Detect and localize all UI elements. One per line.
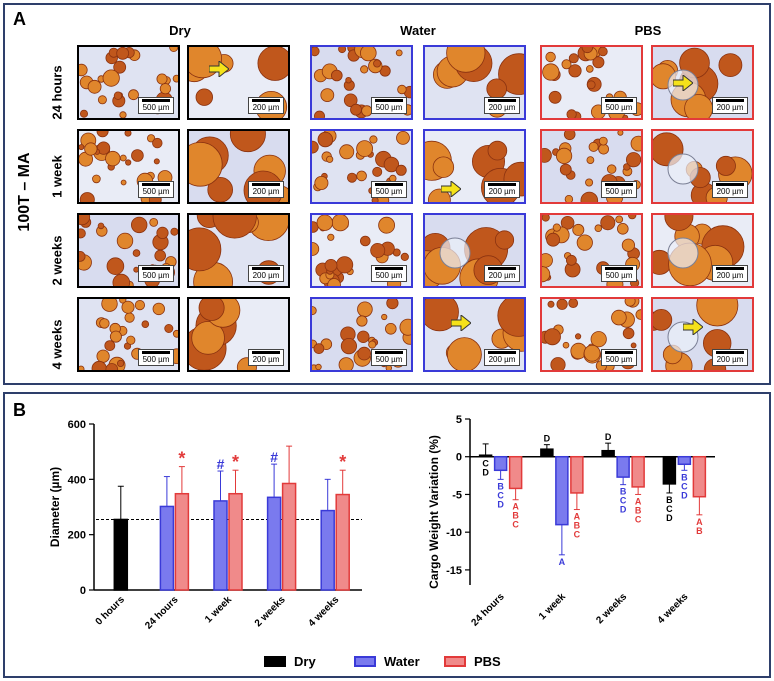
scale-bar: 200 µm bbox=[712, 97, 748, 114]
scale-bar: 500 µm bbox=[601, 181, 637, 198]
yellow-arrow-icon bbox=[208, 59, 230, 82]
sample-label: 100T – MA bbox=[16, 152, 33, 232]
row-label-24-hours: 24 hours bbox=[49, 65, 65, 120]
panel-b: B bbox=[3, 392, 771, 678]
scale-bar: 200 µm bbox=[484, 265, 520, 282]
legend-item-dry: Dry bbox=[264, 654, 316, 669]
micrograph-dry-24-hours-high-mag: 200 µm bbox=[187, 45, 290, 120]
micrograph-pbs-2-weeks-low-mag: 500 µm bbox=[540, 213, 643, 288]
scale-bar: 500 µm bbox=[138, 349, 174, 366]
panel-b-label: B bbox=[13, 400, 26, 420]
micrograph-dry-1-week-high-mag: 200 µm bbox=[187, 129, 290, 204]
micrograph-image bbox=[312, 47, 411, 118]
micrograph-water-24-hours-high-mag: 200 µm bbox=[423, 45, 526, 120]
scale-bar: 200 µm bbox=[248, 181, 284, 198]
row-label-2-weeks: 2 weeks bbox=[49, 235, 65, 286]
scale-bar: 500 µm bbox=[371, 349, 407, 366]
scale-bar: 200 µm bbox=[484, 97, 520, 114]
micrograph-pbs-4-weeks-high-mag: 200 µm bbox=[651, 297, 754, 372]
micrograph-dry-4-weeks-low-mag: 500 µm bbox=[77, 297, 180, 372]
scale-bar: 500 µm bbox=[138, 265, 174, 282]
group-header-dry: Dry bbox=[169, 23, 191, 38]
scale-bar: 500 µm bbox=[371, 97, 407, 114]
micrograph-dry-2-weeks-low-mag: 500 µm bbox=[77, 213, 180, 288]
panel-a-label: A bbox=[13, 9, 26, 29]
legend-swatch-dry bbox=[264, 656, 286, 667]
scale-bar: 200 µm bbox=[248, 265, 284, 282]
micrograph-water-4-weeks-low-mag: 500 µm bbox=[310, 297, 413, 372]
scale-bar: 500 µm bbox=[138, 97, 174, 114]
micrograph-pbs-1-week-high-mag: 200 µm bbox=[651, 129, 754, 204]
row-label-4-weeks: 4 weeks bbox=[49, 319, 65, 370]
micrograph-dry-2-weeks-high-mag: 200 µm bbox=[187, 213, 290, 288]
legend-swatch-pbs bbox=[444, 656, 466, 667]
scale-bar: 500 µm bbox=[371, 181, 407, 198]
yellow-arrow-icon bbox=[672, 73, 694, 96]
legend-label-water: Water bbox=[384, 654, 420, 669]
micrograph-pbs-4-weeks-low-mag: 500 µm bbox=[540, 297, 643, 372]
scale-bar: 200 µm bbox=[712, 349, 748, 366]
micrograph-pbs-24-hours-high-mag: 200 µm bbox=[651, 45, 754, 120]
micrograph-image bbox=[425, 131, 524, 202]
micrograph-image bbox=[653, 215, 752, 286]
group-header-pbs: PBS bbox=[634, 23, 662, 38]
scale-bar: 200 µm bbox=[712, 265, 748, 282]
micrograph-water-1-week-high-mag: 200 µm bbox=[423, 129, 526, 204]
micrograph-water-2-weeks-high-mag: 200 µm bbox=[423, 213, 526, 288]
scale-bar: 500 µm bbox=[371, 265, 407, 282]
legend-label-dry: Dry bbox=[294, 654, 316, 669]
scale-bar: 200 µm bbox=[484, 181, 520, 198]
legend-swatch-water bbox=[354, 656, 376, 667]
row-label-1-week: 1 week bbox=[49, 155, 65, 198]
scale-bar: 200 µm bbox=[484, 349, 520, 366]
legend-label-pbs: PBS bbox=[474, 654, 501, 669]
micrograph-water-24-hours-low-mag: 500 µm bbox=[310, 45, 413, 120]
group-header-water: Water bbox=[400, 23, 436, 38]
micrograph-pbs-1-week-low-mag: 500 µm bbox=[540, 129, 643, 204]
micrograph-image bbox=[653, 47, 752, 118]
legend-item-pbs: PBS bbox=[444, 654, 501, 669]
micrograph-pbs-2-weeks-high-mag: 200 µm bbox=[651, 213, 754, 288]
micrograph-pbs-24-hours-low-mag: 500 µm bbox=[540, 45, 643, 120]
micrograph-water-2-weeks-low-mag: 500 µm bbox=[310, 213, 413, 288]
micrograph-dry-4-weeks-high-mag: 200 µm bbox=[187, 297, 290, 372]
scale-bar: 500 µm bbox=[601, 97, 637, 114]
micrograph-dry-1-week-low-mag: 500 µm bbox=[77, 129, 180, 204]
yellow-arrow-icon bbox=[450, 313, 472, 336]
legend-item-water: Water bbox=[354, 654, 420, 669]
scale-bar: 500 µm bbox=[138, 181, 174, 198]
scale-bar: 200 µm bbox=[248, 97, 284, 114]
micrograph-image bbox=[79, 47, 178, 118]
micrograph-water-4-weeks-high-mag: 200 µm bbox=[423, 297, 526, 372]
micrograph-water-1-week-low-mag: 500 µm bbox=[310, 129, 413, 204]
panel-a: A Dry Water PBS 100T – MA 24 hours 1 wee… bbox=[3, 3, 771, 385]
micrograph-image bbox=[79, 215, 178, 286]
scale-bar: 500 µm bbox=[601, 349, 637, 366]
micrograph-image bbox=[425, 299, 524, 370]
micrograph-dry-24-hours-low-mag: 500 µm bbox=[77, 45, 180, 120]
scale-bar: 200 µm bbox=[712, 181, 748, 198]
micrograph-image bbox=[653, 299, 752, 370]
yellow-arrow-icon bbox=[682, 317, 704, 340]
yellow-arrow-icon bbox=[440, 179, 462, 202]
scale-bar: 500 µm bbox=[601, 265, 637, 282]
scale-bar: 200 µm bbox=[248, 349, 284, 366]
